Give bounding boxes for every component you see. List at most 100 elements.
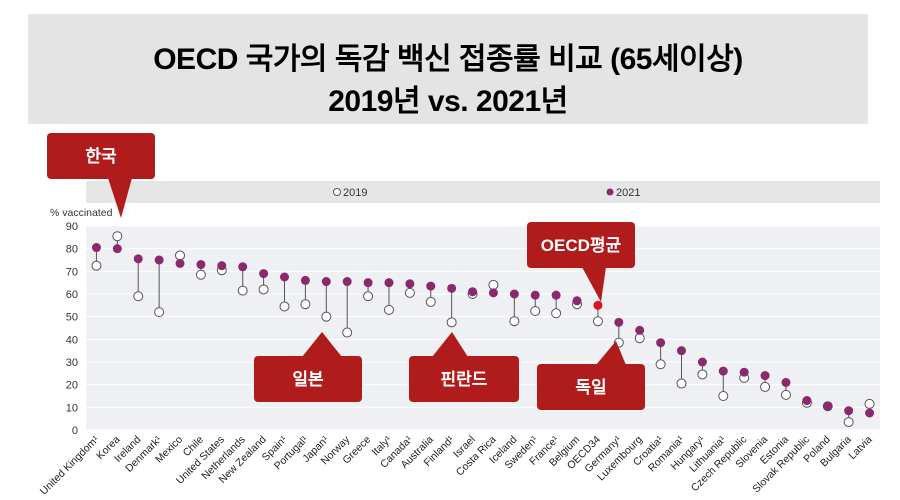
point-2021 xyxy=(844,406,854,416)
legend-band xyxy=(86,181,880,203)
callout-box xyxy=(254,356,362,402)
point-2021 xyxy=(196,260,206,270)
point-2019 xyxy=(404,287,415,298)
point-2021 xyxy=(509,289,519,299)
point-2019 xyxy=(383,304,394,315)
x-tick-label: United Kingdom¹ xyxy=(38,433,102,497)
point-2019 xyxy=(91,260,102,271)
point-2021 xyxy=(593,300,603,310)
callout-label: 일본 xyxy=(292,370,324,389)
callout-finland: 핀란드 xyxy=(409,332,519,402)
y-tick-label: 60 xyxy=(66,289,78,301)
chart-title-line2: 2019년 vs. 2021년 xyxy=(328,85,568,118)
callout-box xyxy=(409,356,519,402)
chart-title-line1: OECD 국가의 독감 백신 접종률 비교 (65세이상) xyxy=(153,43,743,76)
callout-label: 핀란드 xyxy=(441,370,488,389)
point-2021 xyxy=(342,277,352,287)
point-2019 xyxy=(279,301,290,312)
point-2021 xyxy=(865,408,875,418)
y-tick-label: 70 xyxy=(66,266,78,278)
point-2019 xyxy=(195,269,206,280)
point-2019 xyxy=(676,378,687,389)
legend-label-2021: 2021 xyxy=(616,187,640,199)
callout-pointer xyxy=(582,267,606,302)
point-2021 xyxy=(656,338,666,348)
point-2021 xyxy=(718,366,728,376)
point-2021 xyxy=(280,272,289,282)
y-tick-label: 90 xyxy=(66,221,78,233)
point-2019 xyxy=(864,398,875,409)
point-2019 xyxy=(258,284,269,295)
point-2019 xyxy=(300,299,311,310)
point-2021 xyxy=(760,371,770,381)
point-2021 xyxy=(488,288,498,298)
x-tick-label: Latvia xyxy=(846,434,874,462)
point-2021 xyxy=(217,261,227,271)
point-2019 xyxy=(237,285,248,296)
point-2019 xyxy=(843,417,854,428)
point-2019 xyxy=(175,250,186,261)
point-2021 xyxy=(697,357,707,367)
callout-box xyxy=(47,133,155,179)
point-2019 xyxy=(551,308,562,319)
legend-marker-2021 xyxy=(606,188,614,196)
callout-pointer xyxy=(432,332,468,357)
point-2019 xyxy=(718,391,729,401)
point-2021 xyxy=(112,244,122,254)
point-2019 xyxy=(655,359,666,370)
point-2021 xyxy=(823,401,833,411)
point-2019 xyxy=(780,389,791,400)
point-2019 xyxy=(697,369,708,380)
point-2021 xyxy=(175,258,185,268)
y-tick-label: 40 xyxy=(66,334,78,346)
point-2021 xyxy=(447,283,457,293)
callout-pointer xyxy=(596,341,626,365)
callout-label: 독일 xyxy=(575,378,606,397)
point-2019 xyxy=(446,317,457,328)
point-2021 xyxy=(405,279,415,289)
point-2021 xyxy=(154,255,164,265)
callout-pointer xyxy=(108,178,132,218)
point-2019 xyxy=(425,296,436,307)
point-2019 xyxy=(133,291,144,302)
point-2021 xyxy=(426,281,436,291)
callout-box xyxy=(527,222,635,268)
point-2021 xyxy=(677,346,686,356)
point-2021 xyxy=(530,290,540,300)
title-banner: OECD 국가의 독감 백신 접종률 비교 (65세이상) 2019년 vs. … xyxy=(28,14,868,124)
y-tick-label: 30 xyxy=(66,357,78,369)
point-2019 xyxy=(530,306,541,316)
point-2019 xyxy=(112,231,123,242)
legend-label-2019: 2019 xyxy=(343,187,367,199)
point-2019 xyxy=(154,307,165,318)
legend-marker-2019 xyxy=(333,188,341,196)
point-2021 xyxy=(300,275,310,285)
y-tick-label: 80 xyxy=(66,244,78,256)
point-2021 xyxy=(363,278,373,288)
y-axis-label: % vaccinated xyxy=(50,207,113,219)
callout-korea: 한국 xyxy=(47,133,155,218)
callout-label: 한국 xyxy=(85,147,117,166)
callout-japan: 일본 xyxy=(254,332,362,402)
callout-box xyxy=(537,364,645,410)
y-tick-label: 10 xyxy=(66,402,78,414)
point-2021 xyxy=(321,277,331,287)
point-2021 xyxy=(572,296,582,306)
point-2021 xyxy=(91,243,101,253)
point-2021 xyxy=(384,278,394,288)
point-2021 xyxy=(635,325,645,335)
point-2021 xyxy=(739,367,749,377)
point-2019 xyxy=(342,327,353,338)
point-2019 xyxy=(592,316,603,327)
point-2021 xyxy=(238,262,248,272)
y-tick-label: 50 xyxy=(66,312,78,324)
y-tick-label: 20 xyxy=(66,380,78,392)
point-2021 xyxy=(551,290,561,300)
callout-label: OECD평균 xyxy=(541,236,622,255)
point-2021 xyxy=(802,396,812,406)
callout-pointer xyxy=(302,332,342,357)
point-2019 xyxy=(488,279,499,290)
point-2019 xyxy=(760,381,771,392)
point-2021 xyxy=(614,317,624,327)
